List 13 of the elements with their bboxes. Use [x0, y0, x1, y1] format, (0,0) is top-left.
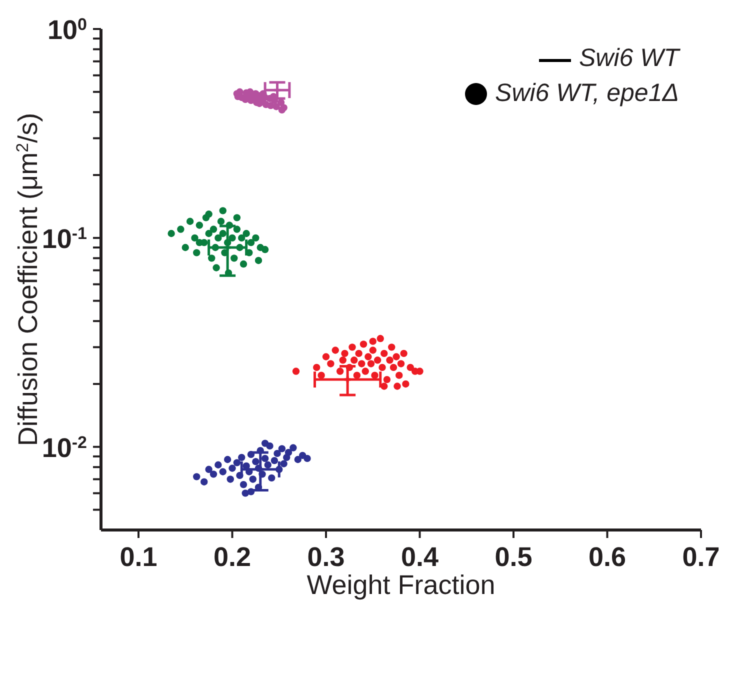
x-tick-label: 0.2: [213, 542, 252, 572]
text: Swi6 WT: [579, 44, 679, 73]
y-tick-label: 10$^{0}$: [47, 14, 87, 45]
x-tick-label: 0.1: [120, 542, 158, 572]
y-tick-label: 10$^{-1}$: [42, 223, 87, 254]
x-axis-title: Weight Fraction: [306, 570, 496, 600]
x-tick-label: 0.3: [307, 542, 345, 572]
x-tick-label: 0.7: [682, 542, 720, 572]
x-tick-label: 0.5: [494, 542, 532, 572]
x-tick-label: 0.4: [400, 542, 439, 572]
y-tick-label: 10$^{-2}$: [42, 432, 87, 463]
x-tick-label: 0.6: [588, 542, 626, 572]
text: Swi6 WT, epe1Δ: [495, 79, 679, 108]
